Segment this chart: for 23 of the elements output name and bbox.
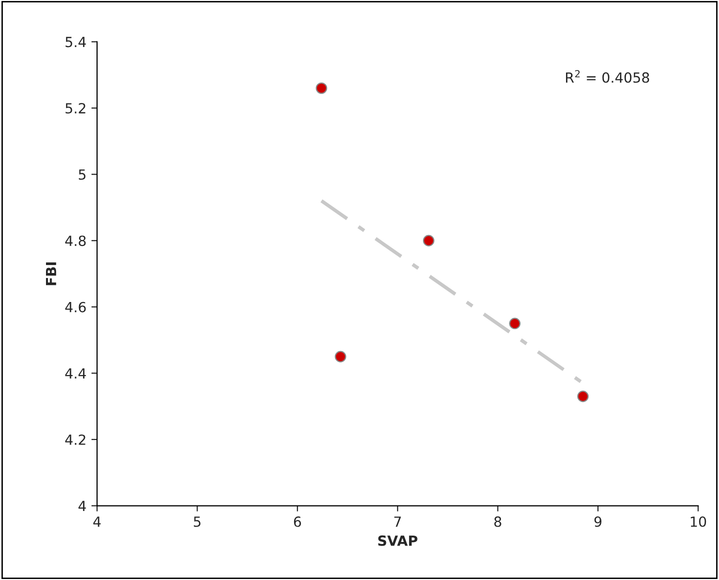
x-tick-label: 7: [394, 516, 401, 527]
y-tick-label: 4.2: [65, 434, 86, 445]
x-tick-label: 8: [494, 516, 502, 527]
point: [422, 234, 434, 246]
y-tick-label: 4.6: [65, 302, 86, 312]
y-tick-label: 4.8: [65, 236, 86, 246]
y-axis-title: FBI: [46, 262, 56, 286]
point: [509, 318, 521, 330]
annotation: R$^{2}$ = 0.4058: [566, 70, 650, 83]
y-tick-label: 5: [78, 169, 86, 180]
x-tick-label: 4: [93, 516, 101, 527]
x-tick-label: 9: [594, 516, 602, 527]
point: [334, 350, 346, 362]
point: [577, 390, 589, 402]
y-tick-label: 4: [78, 500, 86, 512]
y-tick-label: 4.4: [65, 368, 86, 378]
y-tick-label: 5.2: [66, 103, 86, 114]
x-tick-label: 5: [194, 516, 200, 527]
x-tick-label: 10: [690, 516, 706, 527]
y-tick-label: 5.4: [66, 36, 86, 48]
x-tick-label: 6: [294, 516, 301, 527]
x-axis-title: SVAP: [378, 535, 418, 546]
point: [316, 82, 328, 94]
